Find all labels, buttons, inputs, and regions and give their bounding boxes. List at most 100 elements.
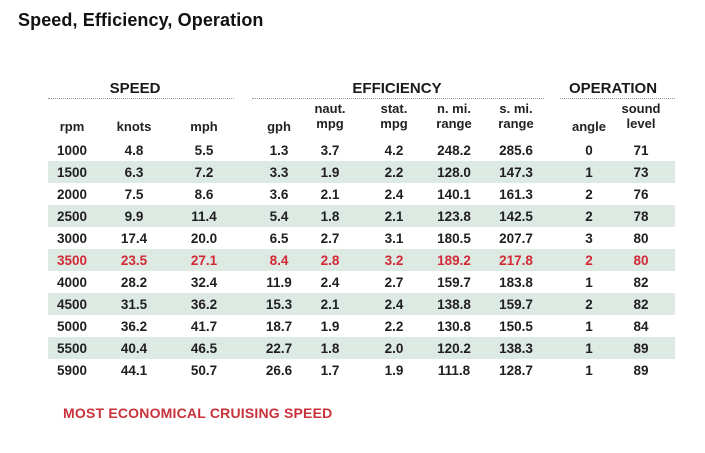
column-header-line: mpg xyxy=(380,116,408,131)
table-row: 2500 9.9 11.4 5.4 1.8 2.1 123.8 142.5 2 78 xyxy=(48,205,675,227)
table-cell-mph: 7.2 xyxy=(194,165,214,180)
table-cell-rpm: 1000 xyxy=(56,143,88,158)
table-cell-rpm: 1500 xyxy=(56,165,88,180)
group-header-operation: OPERATION xyxy=(568,80,658,97)
table-cell-sound: 89 xyxy=(633,363,649,378)
table-cell-rpm: 2500 xyxy=(56,209,88,224)
column-header-angle: angle xyxy=(554,119,624,134)
table-cell-stat-mpg: 2.1 xyxy=(384,209,404,224)
table-cell-gph: 3.3 xyxy=(269,165,289,180)
table-cell-mph: 41.7 xyxy=(190,319,218,334)
table-cell-knots: 28.2 xyxy=(120,275,148,290)
table-cell-nmi-range: 189.2 xyxy=(437,253,471,268)
table-cell-naut-mpg: 1.8 xyxy=(320,341,340,356)
column-header-stat-mpg: stat. mpg xyxy=(359,101,429,131)
table-cell-knots: 36.2 xyxy=(120,319,148,334)
table-cell-gph: 5.4 xyxy=(269,209,289,224)
table-cell-knots: 6.3 xyxy=(124,165,144,180)
table-cell-angle: 0 xyxy=(585,143,593,158)
table-cell-mph: 50.7 xyxy=(190,363,218,378)
column-header-sound: sound level xyxy=(606,101,676,131)
table-cell-gph: 6.5 xyxy=(269,231,289,246)
table-row: 5000 36.2 41.7 18.7 1.9 2.2 130.8 150.5 1 84 xyxy=(48,315,675,337)
column-header-line: level xyxy=(626,116,656,131)
table-cell-nmi-range: 159.7 xyxy=(437,275,471,290)
table-cell-sound: 80 xyxy=(633,253,649,268)
table-cell-angle: 2 xyxy=(585,187,593,202)
table-cell-stat-mpg: 3.1 xyxy=(384,231,404,246)
table-cell-nmi-range: 130.8 xyxy=(437,319,471,334)
column-header-line: naut. xyxy=(314,101,346,116)
column-header-mph: mph xyxy=(169,119,239,134)
table-cell-mph: 36.2 xyxy=(190,297,218,312)
table-cell-smi-range: 128.7 xyxy=(499,363,533,378)
table-cell-gph: 11.9 xyxy=(266,275,292,290)
table-cell-naut-mpg: 1.8 xyxy=(320,209,340,224)
table-cell-stat-mpg: 2.4 xyxy=(384,187,404,202)
table-cell-angle: 1 xyxy=(585,341,593,356)
table-cell-sound: 78 xyxy=(633,209,649,224)
table-cell-smi-range: 183.8 xyxy=(499,275,533,290)
table-cell-nmi-range: 120.2 xyxy=(437,341,471,356)
table-cell-sound: 73 xyxy=(633,165,649,180)
data-table: 1000 4.8 5.5 1.3 3.7 4.2 248.2 285.6 0 71 1500 6.3 7… xyxy=(48,139,675,381)
table-cell-sound: 76 xyxy=(633,187,649,202)
table-cell-mph: 5.5 xyxy=(194,143,214,158)
column-header-line: gph xyxy=(267,119,291,134)
table-cell-sound: 71 xyxy=(633,143,649,158)
table-row: 4500 31.5 36.2 15.3 2.1 2.4 138.8 159.7 2 82 xyxy=(48,293,675,315)
column-header-line: angle xyxy=(572,119,606,134)
table-cell-smi-range: 285.6 xyxy=(499,143,533,158)
table-cell-knots: 7.5 xyxy=(124,187,144,202)
table-cell-mph: 32.4 xyxy=(190,275,218,290)
table-cell-rpm: 5900 xyxy=(56,363,88,378)
table-cell-smi-range: 142.5 xyxy=(499,209,533,224)
table-cell-rpm: 4500 xyxy=(56,297,88,312)
table-cell-rpm: 2000 xyxy=(56,187,88,202)
group-rule-operation xyxy=(560,98,675,99)
table-cell-naut-mpg: 1.9 xyxy=(320,165,340,180)
table-cell-naut-mpg: 2.7 xyxy=(320,231,340,246)
table-cell-stat-mpg: 2.0 xyxy=(384,341,404,356)
table-row: 3500 23.5 27.1 8.4 2.8 3.2 189.2 217.8 2 80 xyxy=(48,249,675,271)
table-cell-rpm: 5500 xyxy=(56,341,88,356)
table-cell-rpm: 4000 xyxy=(56,275,88,290)
group-rule-efficiency xyxy=(252,98,544,99)
table-row: 5900 44.1 50.7 26.6 1.7 1.9 111.8 128.7 1 89 xyxy=(48,359,675,381)
table-cell-naut-mpg: 1.7 xyxy=(320,363,340,378)
table-cell-nmi-range: 138.8 xyxy=(437,297,471,312)
column-header-line: mph xyxy=(190,119,218,134)
table-cell-stat-mpg: 3.2 xyxy=(384,253,404,268)
table-cell-smi-range: 150.5 xyxy=(499,319,533,334)
table-cell-smi-range: 159.7 xyxy=(499,297,533,312)
table-cell-gph: 26.6 xyxy=(265,363,293,378)
table-cell-stat-mpg: 2.2 xyxy=(384,165,404,180)
column-header-line: rpm xyxy=(59,119,85,134)
table-cell-knots: 44.1 xyxy=(120,363,148,378)
table-cell-nmi-range: 123.8 xyxy=(437,209,471,224)
table-cell-gph: 8.4 xyxy=(269,253,289,268)
group-header-speed: SPEED xyxy=(109,80,161,97)
column-header-gph: gph xyxy=(244,119,314,134)
table-cell-mph: 20.0 xyxy=(190,231,218,246)
page-title: Speed, Efficiency, Operation xyxy=(18,10,264,30)
table-cell-knots: 9.9 xyxy=(124,209,144,224)
table-cell-sound: 89 xyxy=(633,341,649,356)
table-cell-mph: 11.4 xyxy=(191,209,217,224)
table-cell-stat-mpg: 2.2 xyxy=(384,319,404,334)
table-row: 1000 4.8 5.5 1.3 3.7 4.2 248.2 285.6 0 71 xyxy=(48,139,675,161)
table-cell-stat-mpg: 1.9 xyxy=(384,363,404,378)
column-header-line: stat. xyxy=(380,101,408,116)
table-cell-stat-mpg: 2.7 xyxy=(384,275,404,290)
table-cell-knots: 31.5 xyxy=(120,297,148,312)
table-cell-mph: 27.1 xyxy=(190,253,218,268)
group-header-efficiency: EFFICIENCY xyxy=(352,80,442,97)
table-cell-nmi-range: 140.1 xyxy=(437,187,471,202)
column-header-line: sound xyxy=(621,101,661,116)
table-cell-naut-mpg: 3.7 xyxy=(320,143,340,158)
table-cell-smi-range: 161.3 xyxy=(499,187,533,202)
table-cell-angle: 2 xyxy=(585,253,593,268)
table-cell-naut-mpg: 2.8 xyxy=(320,253,340,268)
table-cell-angle: 2 xyxy=(585,297,593,312)
table-cell-naut-mpg: 1.9 xyxy=(320,319,340,334)
